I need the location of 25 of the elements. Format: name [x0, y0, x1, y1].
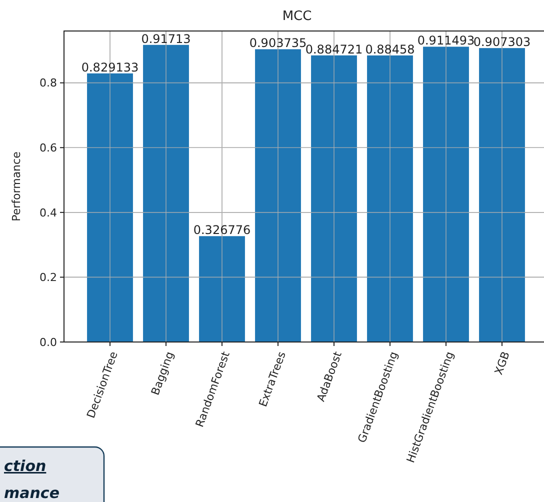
bar	[479, 48, 525, 342]
data-label: 0.903735	[249, 36, 307, 50]
bar	[87, 73, 133, 342]
x-tick-label: XGB	[492, 350, 512, 377]
bar	[143, 44, 189, 342]
y-tick-label: 0.8	[40, 76, 57, 90]
y-tick-label: 0.2	[40, 271, 57, 284]
bar	[255, 49, 301, 342]
data-label: 0.326776	[193, 223, 251, 238]
data-label: 0.829133	[81, 60, 139, 74]
data-label: 0.884721	[305, 42, 363, 56]
bar	[199, 236, 245, 342]
data-label: 0.91713	[141, 32, 191, 46]
data-label: 0.88458	[365, 42, 415, 56]
bar	[311, 55, 357, 342]
y-tick-label: 0.0	[40, 336, 57, 349]
caption-box: ction mance	[0, 446, 105, 502]
bar	[367, 55, 413, 342]
chart-title: MCC	[282, 9, 312, 24]
y-tick-label: 0.6	[40, 141, 57, 154]
y-tick-label: 0.4	[40, 206, 57, 220]
data-label: 0.911493	[417, 34, 475, 48]
data-label: 0.907303	[473, 35, 531, 50]
bar	[423, 46, 469, 342]
y-axis-title: Performance	[10, 151, 23, 222]
